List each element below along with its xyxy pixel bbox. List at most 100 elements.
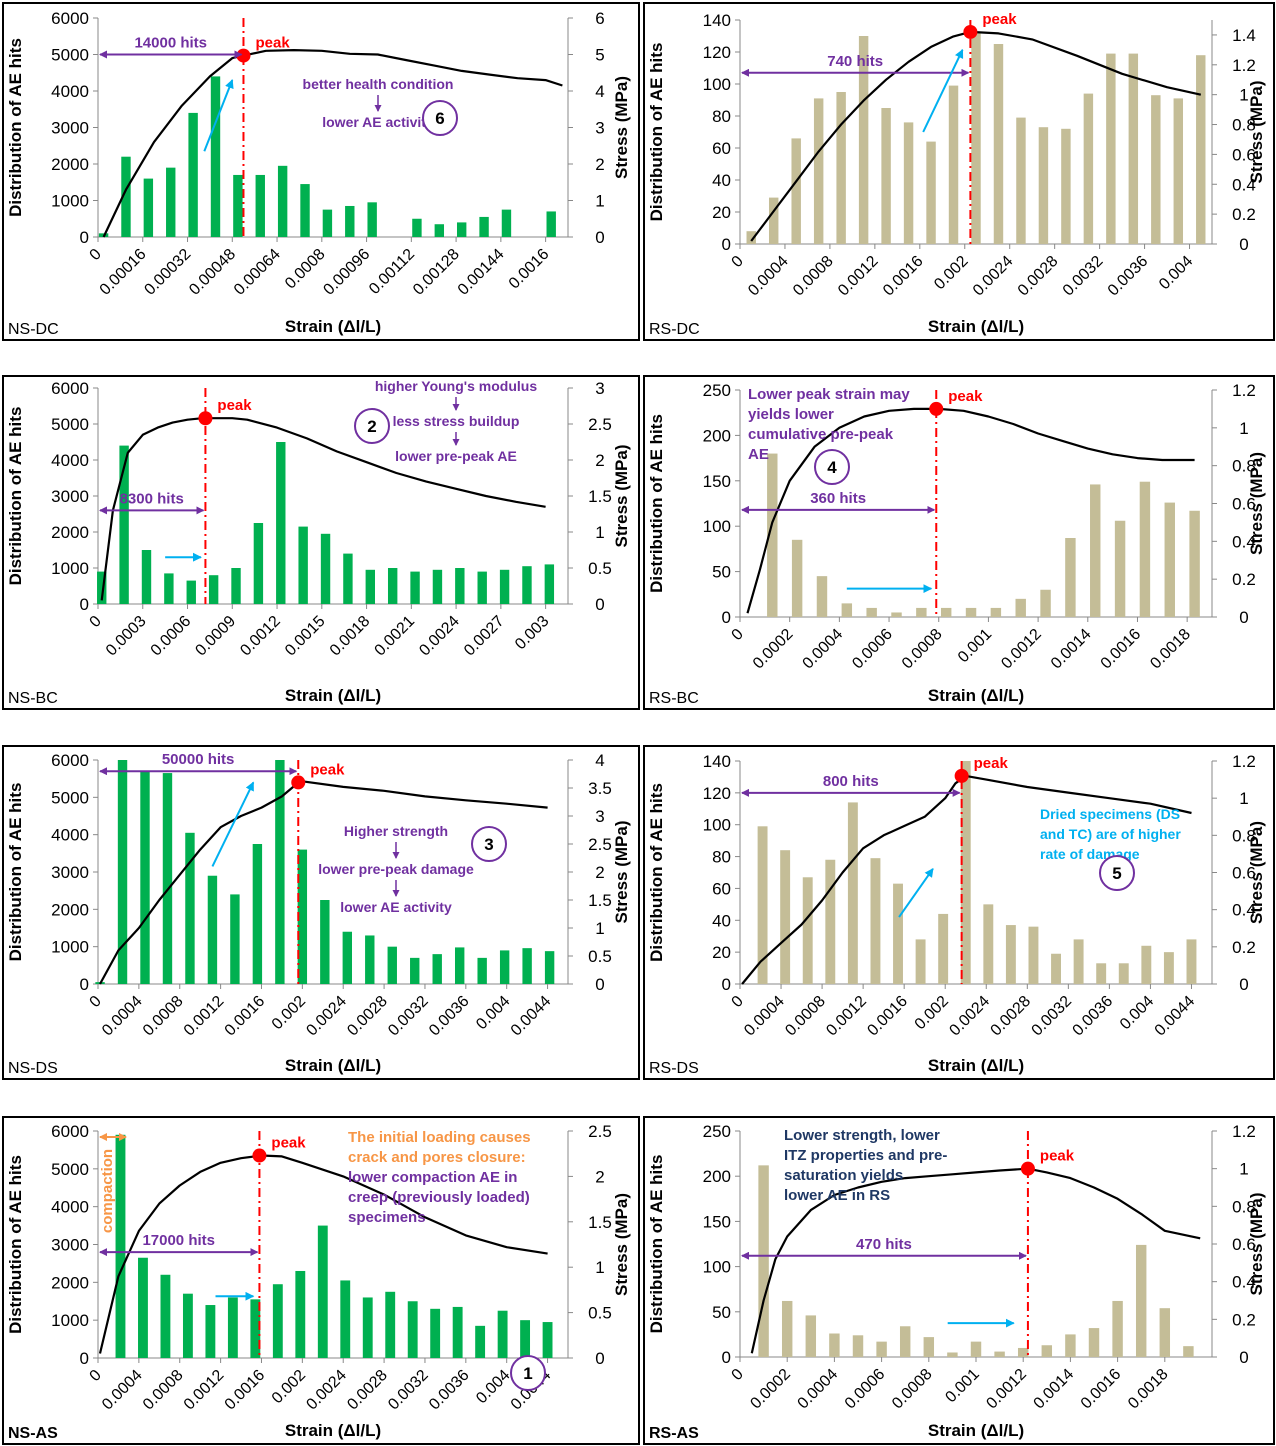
bar: [272, 1284, 283, 1358]
panel-frame: [2, 2, 640, 341]
hits-label: 740 hits: [827, 53, 883, 70]
bar: [1051, 953, 1061, 984]
peak-marker: [291, 775, 306, 790]
bar: [546, 211, 556, 237]
bar: [522, 566, 532, 604]
y-axis-title: Distribution of AE hits: [647, 414, 666, 593]
annotation-line: lower pre-peak AE: [395, 448, 517, 464]
bar: [208, 575, 219, 604]
bar: [410, 957, 420, 984]
bar: [432, 569, 443, 604]
bar: [891, 612, 902, 617]
bar: [802, 877, 813, 984]
bar: [138, 1257, 148, 1358]
annotation-line: saturation yields: [784, 1167, 903, 1184]
bar: [767, 453, 778, 617]
bar: [1106, 53, 1116, 244]
bar: [780, 850, 791, 984]
bar: [497, 1310, 508, 1358]
bar: [1088, 1328, 1100, 1357]
y-tick-label: 1000: [51, 1311, 89, 1330]
y2-tick-label: 0.4: [1232, 1273, 1256, 1292]
hits-label: 800 hits: [823, 773, 879, 790]
stress-curve: [750, 30, 1202, 242]
annotation-line: lower AE activity: [322, 114, 434, 130]
panel-label: RS-BC: [649, 690, 699, 707]
bar: [479, 216, 489, 237]
bar: [185, 832, 195, 984]
y2-tick-label: 1: [595, 1258, 604, 1277]
y-tick-label: 140: [703, 11, 731, 30]
bar: [781, 1300, 793, 1357]
peak-marker: [252, 1148, 267, 1163]
bar: [947, 1352, 958, 1357]
bar: [362, 1297, 373, 1358]
hits-label: 360 hits: [810, 490, 866, 507]
y2-tick-label: 0.2: [1232, 938, 1256, 957]
bar: [207, 875, 218, 984]
y-tick-label: 200: [703, 1167, 731, 1186]
y-axis-title: Distribution of AE hits: [647, 43, 666, 222]
y-tick-label: 40: [712, 911, 731, 930]
y2-tick-label: 1.5: [588, 1213, 612, 1232]
bar: [1118, 963, 1129, 984]
hits-label: 14000 hits: [134, 35, 207, 52]
bar: [990, 607, 1002, 617]
bar: [188, 112, 198, 237]
circle-badge: [422, 100, 458, 136]
bar: [1128, 53, 1139, 244]
y2-axis-title: Stress (MPa): [1247, 81, 1266, 184]
y-axis-title: Distribution of AE hits: [6, 38, 25, 217]
y2-axis-title: Stress (MPa): [1247, 452, 1266, 555]
y2-tick-label: 1.5: [588, 891, 612, 910]
bar: [255, 174, 265, 237]
circle-badge-label: 1: [523, 1364, 532, 1383]
panel-ns-ds: 0 1000 2000 3000 4000 5000 6000 0 0.5 1 1.5 2 2.5 3 3.…: [2, 745, 640, 1080]
y2-tick-label: 3.5: [588, 779, 612, 798]
annotation-line: AE: [748, 446, 769, 463]
bar: [276, 442, 286, 604]
bar: [1040, 589, 1051, 617]
bar: [893, 883, 903, 984]
annotation-line: less stress buildup: [393, 413, 520, 429]
y-tick-label: 1000: [51, 559, 89, 578]
bar: [544, 951, 555, 984]
bar: [829, 1333, 840, 1357]
y2-tick-label: 0.4: [1232, 175, 1256, 194]
y-tick-label: 120: [703, 784, 731, 803]
bar: [253, 523, 264, 604]
y2-tick-label: 5: [595, 46, 604, 65]
y2-tick-label: 0.8: [1232, 457, 1256, 476]
annotation-line: higher Young's modulus: [375, 378, 537, 394]
y2-tick-label: 0: [1239, 608, 1248, 627]
peak-marker: [929, 401, 944, 416]
y2-tick-label: 2: [595, 1167, 604, 1186]
peak-marker: [198, 411, 213, 426]
x-axis-title: Strain (Δl/L): [928, 1421, 1024, 1440]
y2-tick-label: 0: [1239, 975, 1248, 994]
bar: [233, 174, 243, 237]
panel-label: RS-DS: [649, 1060, 699, 1077]
bar: [182, 1293, 193, 1358]
bar: [298, 526, 308, 604]
y-tick-label: 20: [712, 943, 731, 962]
y2-tick-label: 3: [595, 807, 604, 826]
bar: [387, 946, 397, 984]
y-tick-label: 100: [703, 517, 731, 536]
bar: [1041, 1345, 1053, 1357]
y2-tick-label: 0: [1239, 1348, 1248, 1367]
bar: [971, 32, 981, 244]
y-tick-label: 120: [703, 43, 731, 62]
y2-tick-label: 1: [1239, 419, 1248, 438]
y2-axis-title: Stress (MPa): [1247, 821, 1266, 924]
bar: [1017, 1347, 1029, 1357]
y2-tick-label: 1: [1239, 789, 1248, 808]
panel-label: RS-AS: [649, 1425, 699, 1442]
circle-badge: [814, 449, 850, 485]
bar: [1183, 1346, 1194, 1357]
y-tick-label: 0: [722, 975, 731, 994]
bar: [544, 564, 555, 604]
y-tick-label: 0: [80, 595, 89, 614]
panel-ns-bc: 010002000300040005000600000.511.522.5300…: [2, 375, 640, 710]
